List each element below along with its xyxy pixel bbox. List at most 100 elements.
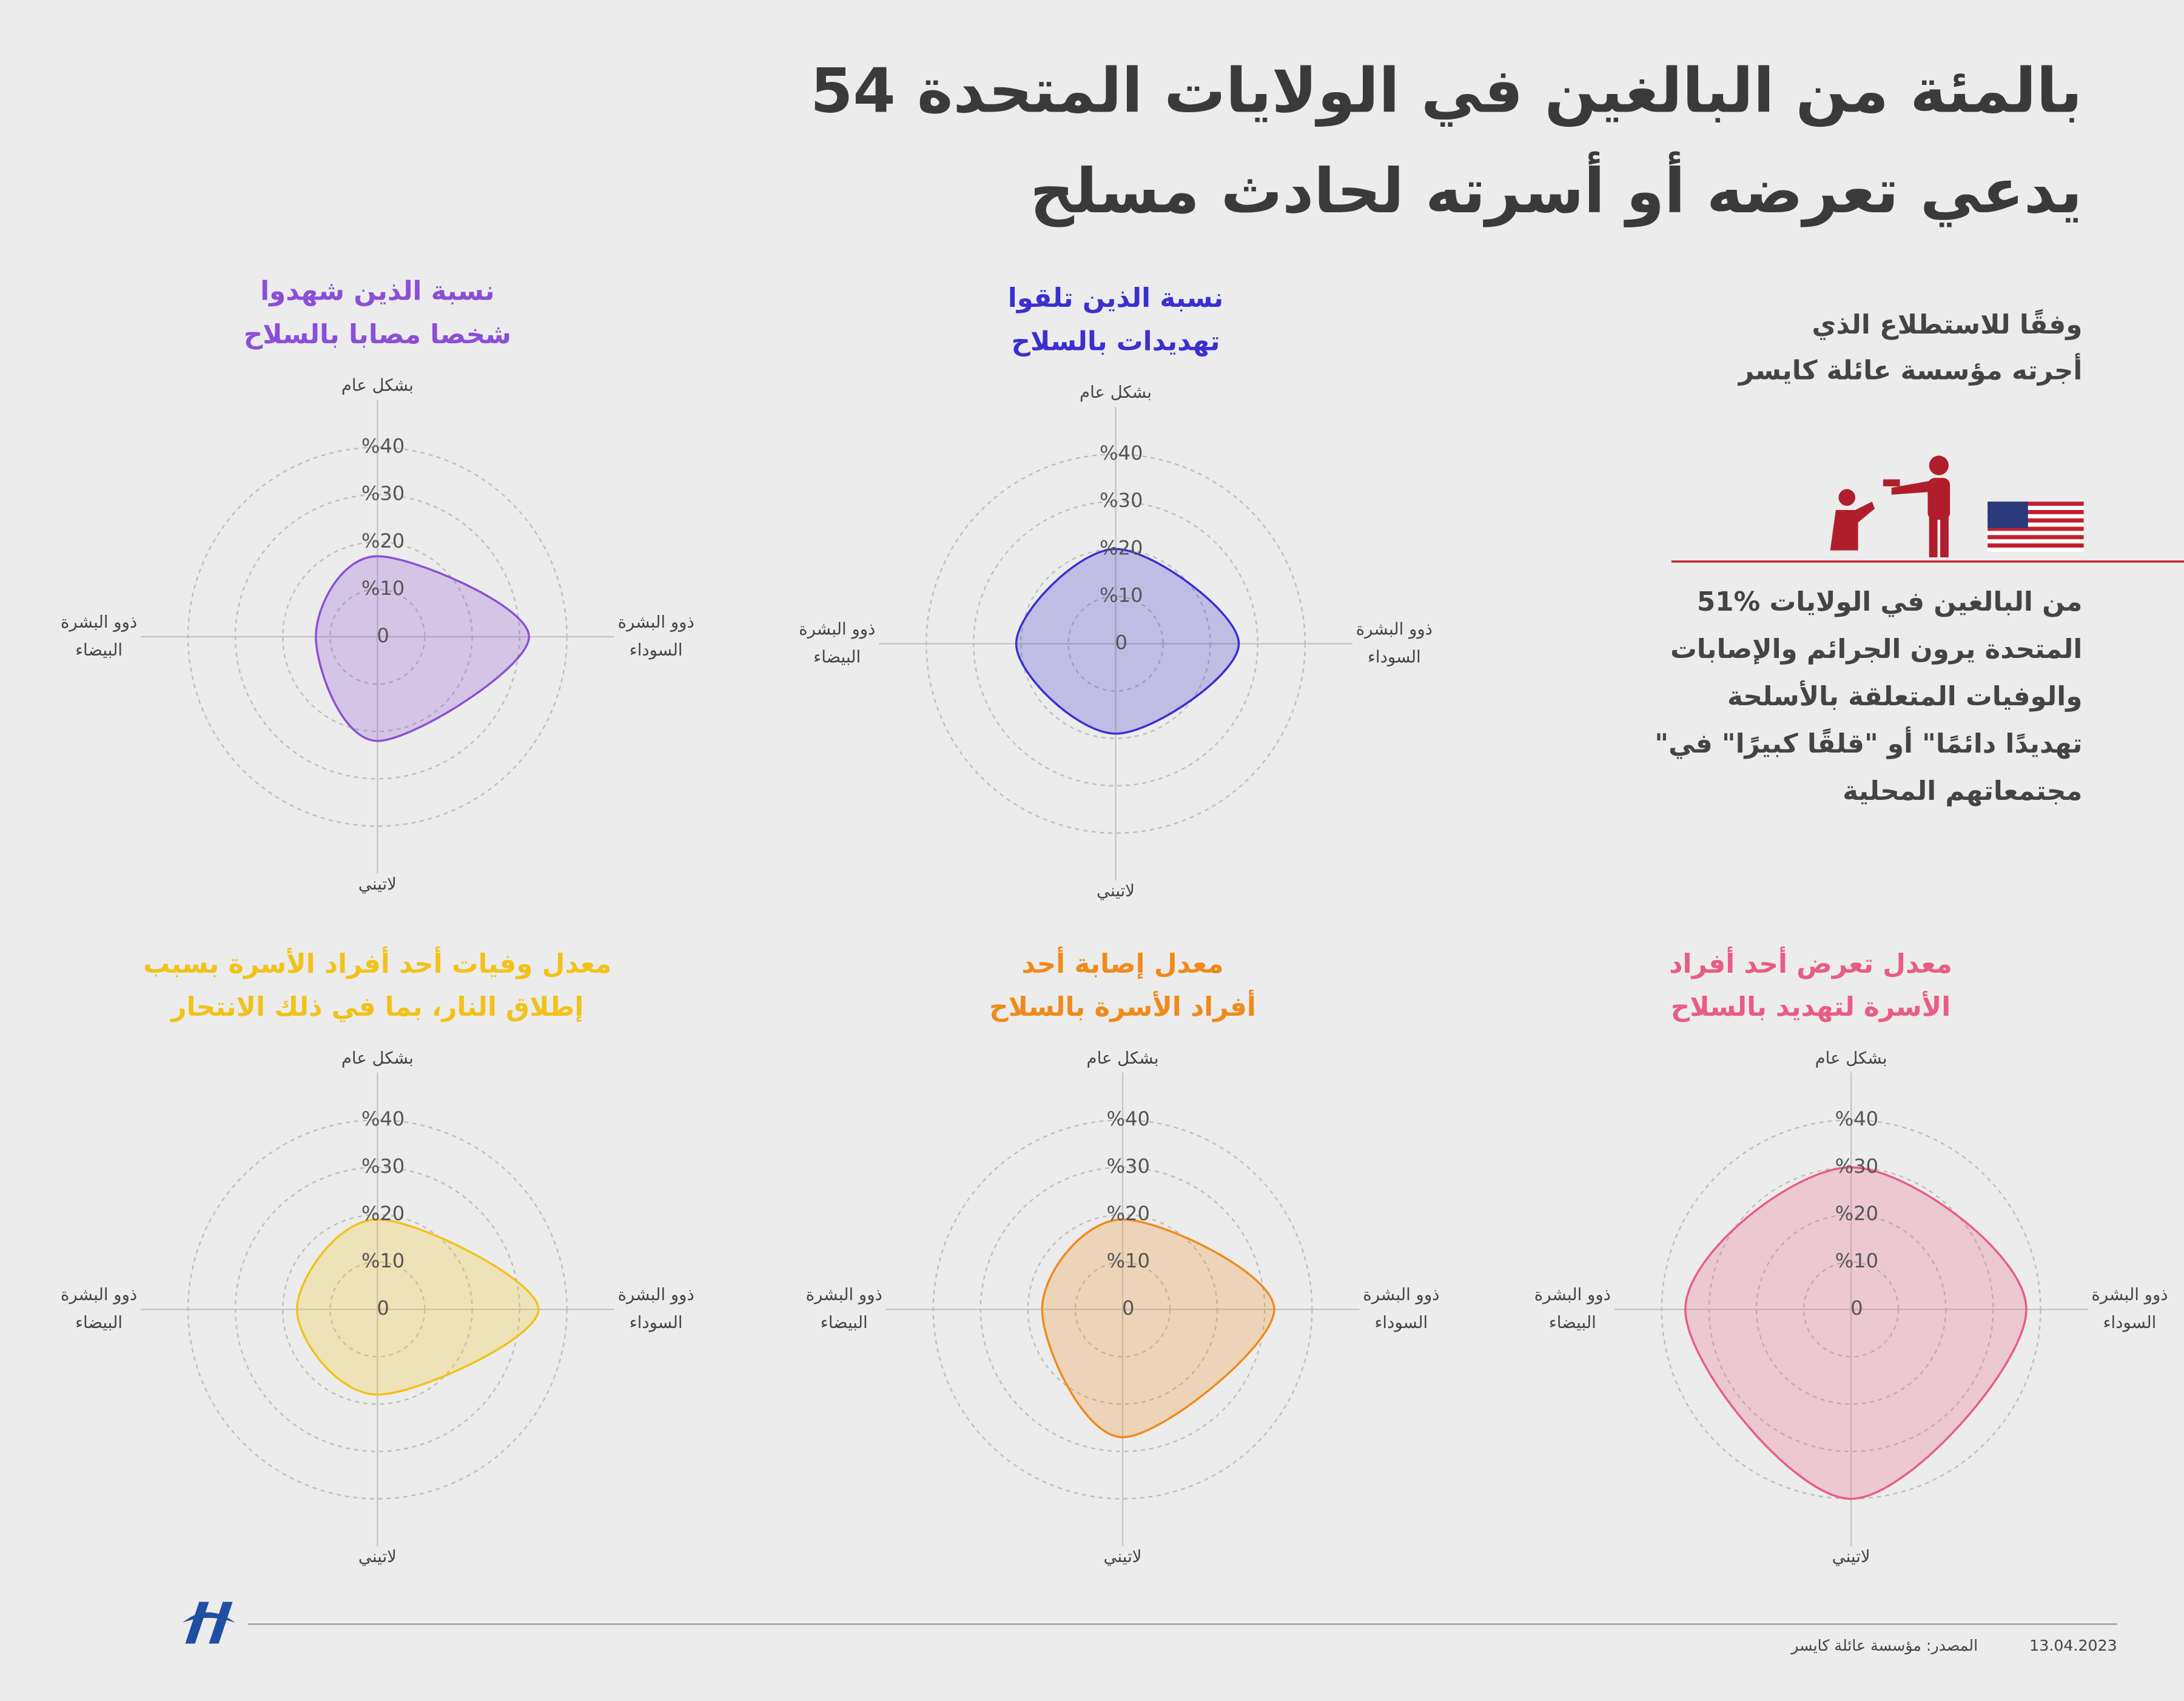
- chart-title: شخصا مصابا بالسلاح: [244, 320, 511, 350]
- tick-label: %30: [361, 1155, 405, 1178]
- tick-label: %10: [361, 1249, 405, 1272]
- tick-label: %30: [361, 482, 405, 505]
- tick-label: 0: [1850, 1297, 1863, 1320]
- grid-ring: [187, 1119, 568, 1500]
- axis-label: البيضاء: [75, 640, 123, 660]
- tick-label: %10: [1100, 583, 1143, 606]
- radar-area: [295, 1218, 540, 1396]
- tick-label: %20: [1100, 536, 1143, 559]
- tick-label: %30: [1106, 1155, 1149, 1178]
- grid-ring: [282, 541, 473, 733]
- axis-label: ذوو البشرة: [799, 619, 875, 639]
- grid-ring: [234, 494, 520, 780]
- axis-label: ذوو البشرة: [1534, 1285, 1611, 1304]
- date: 13.04.2023: [2029, 1637, 2117, 1654]
- radar-area: [1015, 548, 1240, 735]
- axis-label: السوداء: [1368, 647, 1421, 666]
- axis-label: بشكل عام: [341, 1048, 414, 1068]
- radar-chart: 0 %10 %20 %30 %40: [140, 400, 614, 874]
- footer: [182, 1602, 2117, 1644]
- radar-chart: 0 %10 %20 %30 %40: [140, 1072, 614, 1546]
- grid-ring: [282, 1213, 473, 1405]
- description: مجتمعاتهم المحلية: [1843, 776, 2082, 807]
- tick-label: 0: [1122, 1297, 1134, 1320]
- grid-ring: [234, 1166, 520, 1452]
- chart-title: نسبة الذين شهدوا: [260, 277, 495, 307]
- tick-label: %40: [361, 435, 405, 458]
- axis-label: السوداء: [1374, 1313, 1428, 1332]
- grid-ring: [329, 1261, 426, 1358]
- tick-label: %40: [361, 1107, 405, 1130]
- logo: [182, 1602, 236, 1644]
- description: 51% من البالغين في الولايات: [1697, 587, 2083, 617]
- grid-ring: [1027, 1213, 1218, 1405]
- axis-label: البيضاء: [821, 1313, 868, 1332]
- tick-label: %30: [1100, 489, 1143, 512]
- chart-title: إطلاق النار، بما في ذلك الانتحار: [170, 992, 583, 1022]
- axis-label: ذوو البشرة: [618, 1285, 694, 1304]
- axis-label: ذوو البشرة: [61, 1285, 137, 1304]
- axis-label: ذوو البشرة: [61, 612, 137, 632]
- axis-label: بشكل عام: [341, 376, 414, 395]
- grid-ring: [187, 446, 568, 827]
- axis-label: ذوو البشرة: [1356, 619, 1433, 639]
- axis-label: السوداء: [2103, 1313, 2157, 1332]
- chart-title: نسبة الذين تلقوا: [1008, 283, 1223, 314]
- tick-label: %20: [361, 529, 405, 552]
- axis-label: البيضاء: [75, 1313, 123, 1332]
- radar-chart: 0 %10 %20 %30 %40: [1614, 1072, 2088, 1546]
- grid-ring: [1067, 596, 1164, 692]
- axis-label: بشكل عام: [1087, 1048, 1159, 1068]
- axis-label: البيضاء: [813, 647, 861, 666]
- tick-label: %10: [361, 577, 405, 600]
- tick-label: %10: [1835, 1249, 1878, 1272]
- axis-label: ذوو البشرة: [618, 612, 694, 632]
- title: 54 بالمئة من البالغين في الولايات المتحد…: [810, 55, 2082, 127]
- grid-ring: [1755, 1213, 1947, 1405]
- flag: [1987, 502, 2084, 552]
- grid-ring: [932, 1119, 1313, 1500]
- tick-label: 0: [1115, 631, 1127, 654]
- grid-ring: [973, 501, 1258, 787]
- radar-area: [1684, 1166, 2028, 1500]
- tick-label: %20: [1106, 1202, 1149, 1225]
- source: المصدر: مؤسسة عائلة كايسر: [1790, 1637, 1978, 1655]
- description: المتحدة يرون الجرائم والإصابات: [1670, 634, 2082, 665]
- grid-ring: [926, 453, 1306, 834]
- axis-label: ذوو البشرة: [806, 1285, 882, 1304]
- chart-title: تهديدات بالسلاح: [1012, 326, 1220, 357]
- header-icon: [1671, 455, 2184, 563]
- axis-label: البيضاء: [1549, 1313, 1596, 1332]
- axis-label: السوداء: [630, 640, 683, 660]
- grid-ring: [329, 588, 426, 685]
- grid-ring: [1074, 1261, 1171, 1358]
- axis-label: ذوو البشرة: [2091, 1285, 2168, 1304]
- tick-label: %40: [1100, 441, 1143, 465]
- axis-label: لاتيني: [1097, 881, 1135, 901]
- axis-label: لاتيني: [358, 1547, 397, 1566]
- tick-label: %40: [1106, 1107, 1149, 1130]
- title: يدعي تعرضه أو أسرته لحادث مسلح: [1030, 151, 2082, 227]
- radar-area: [315, 555, 530, 742]
- subtitle: وفقًا للاستطلاع الذي: [1812, 309, 2082, 340]
- tick-label: %30: [1835, 1155, 1878, 1178]
- chart-title: الأسرة لتهديد بالسلاح: [1671, 990, 1950, 1022]
- chart-title: معدل وفيات أحد أفراد الأسرة بسبب: [143, 947, 611, 979]
- chart-title: معدل تعرض أحد أفراد: [1669, 947, 1952, 979]
- description: والوفيات المتعلقة بالأسلحة: [1727, 680, 2082, 712]
- subtitle: أجرته مؤسسة عائلة كايسر: [1738, 354, 2083, 386]
- tick-label: %10: [1106, 1249, 1149, 1272]
- axis-label: بشكل عام: [1815, 1048, 1887, 1068]
- axis-label: بشكل عام: [1080, 383, 1152, 402]
- tick-label: %20: [361, 1202, 405, 1225]
- grid-ring: [979, 1166, 1266, 1452]
- axis-label: السوداء: [630, 1313, 683, 1332]
- chart-title: معدل إصابة أحد: [1022, 947, 1224, 979]
- tick-label: 0: [377, 1297, 389, 1320]
- axis-label: لاتيني: [1104, 1547, 1142, 1566]
- tick-label: 0: [377, 624, 389, 647]
- radar-chart: 0 %10 %20 %30 %40: [879, 407, 1352, 881]
